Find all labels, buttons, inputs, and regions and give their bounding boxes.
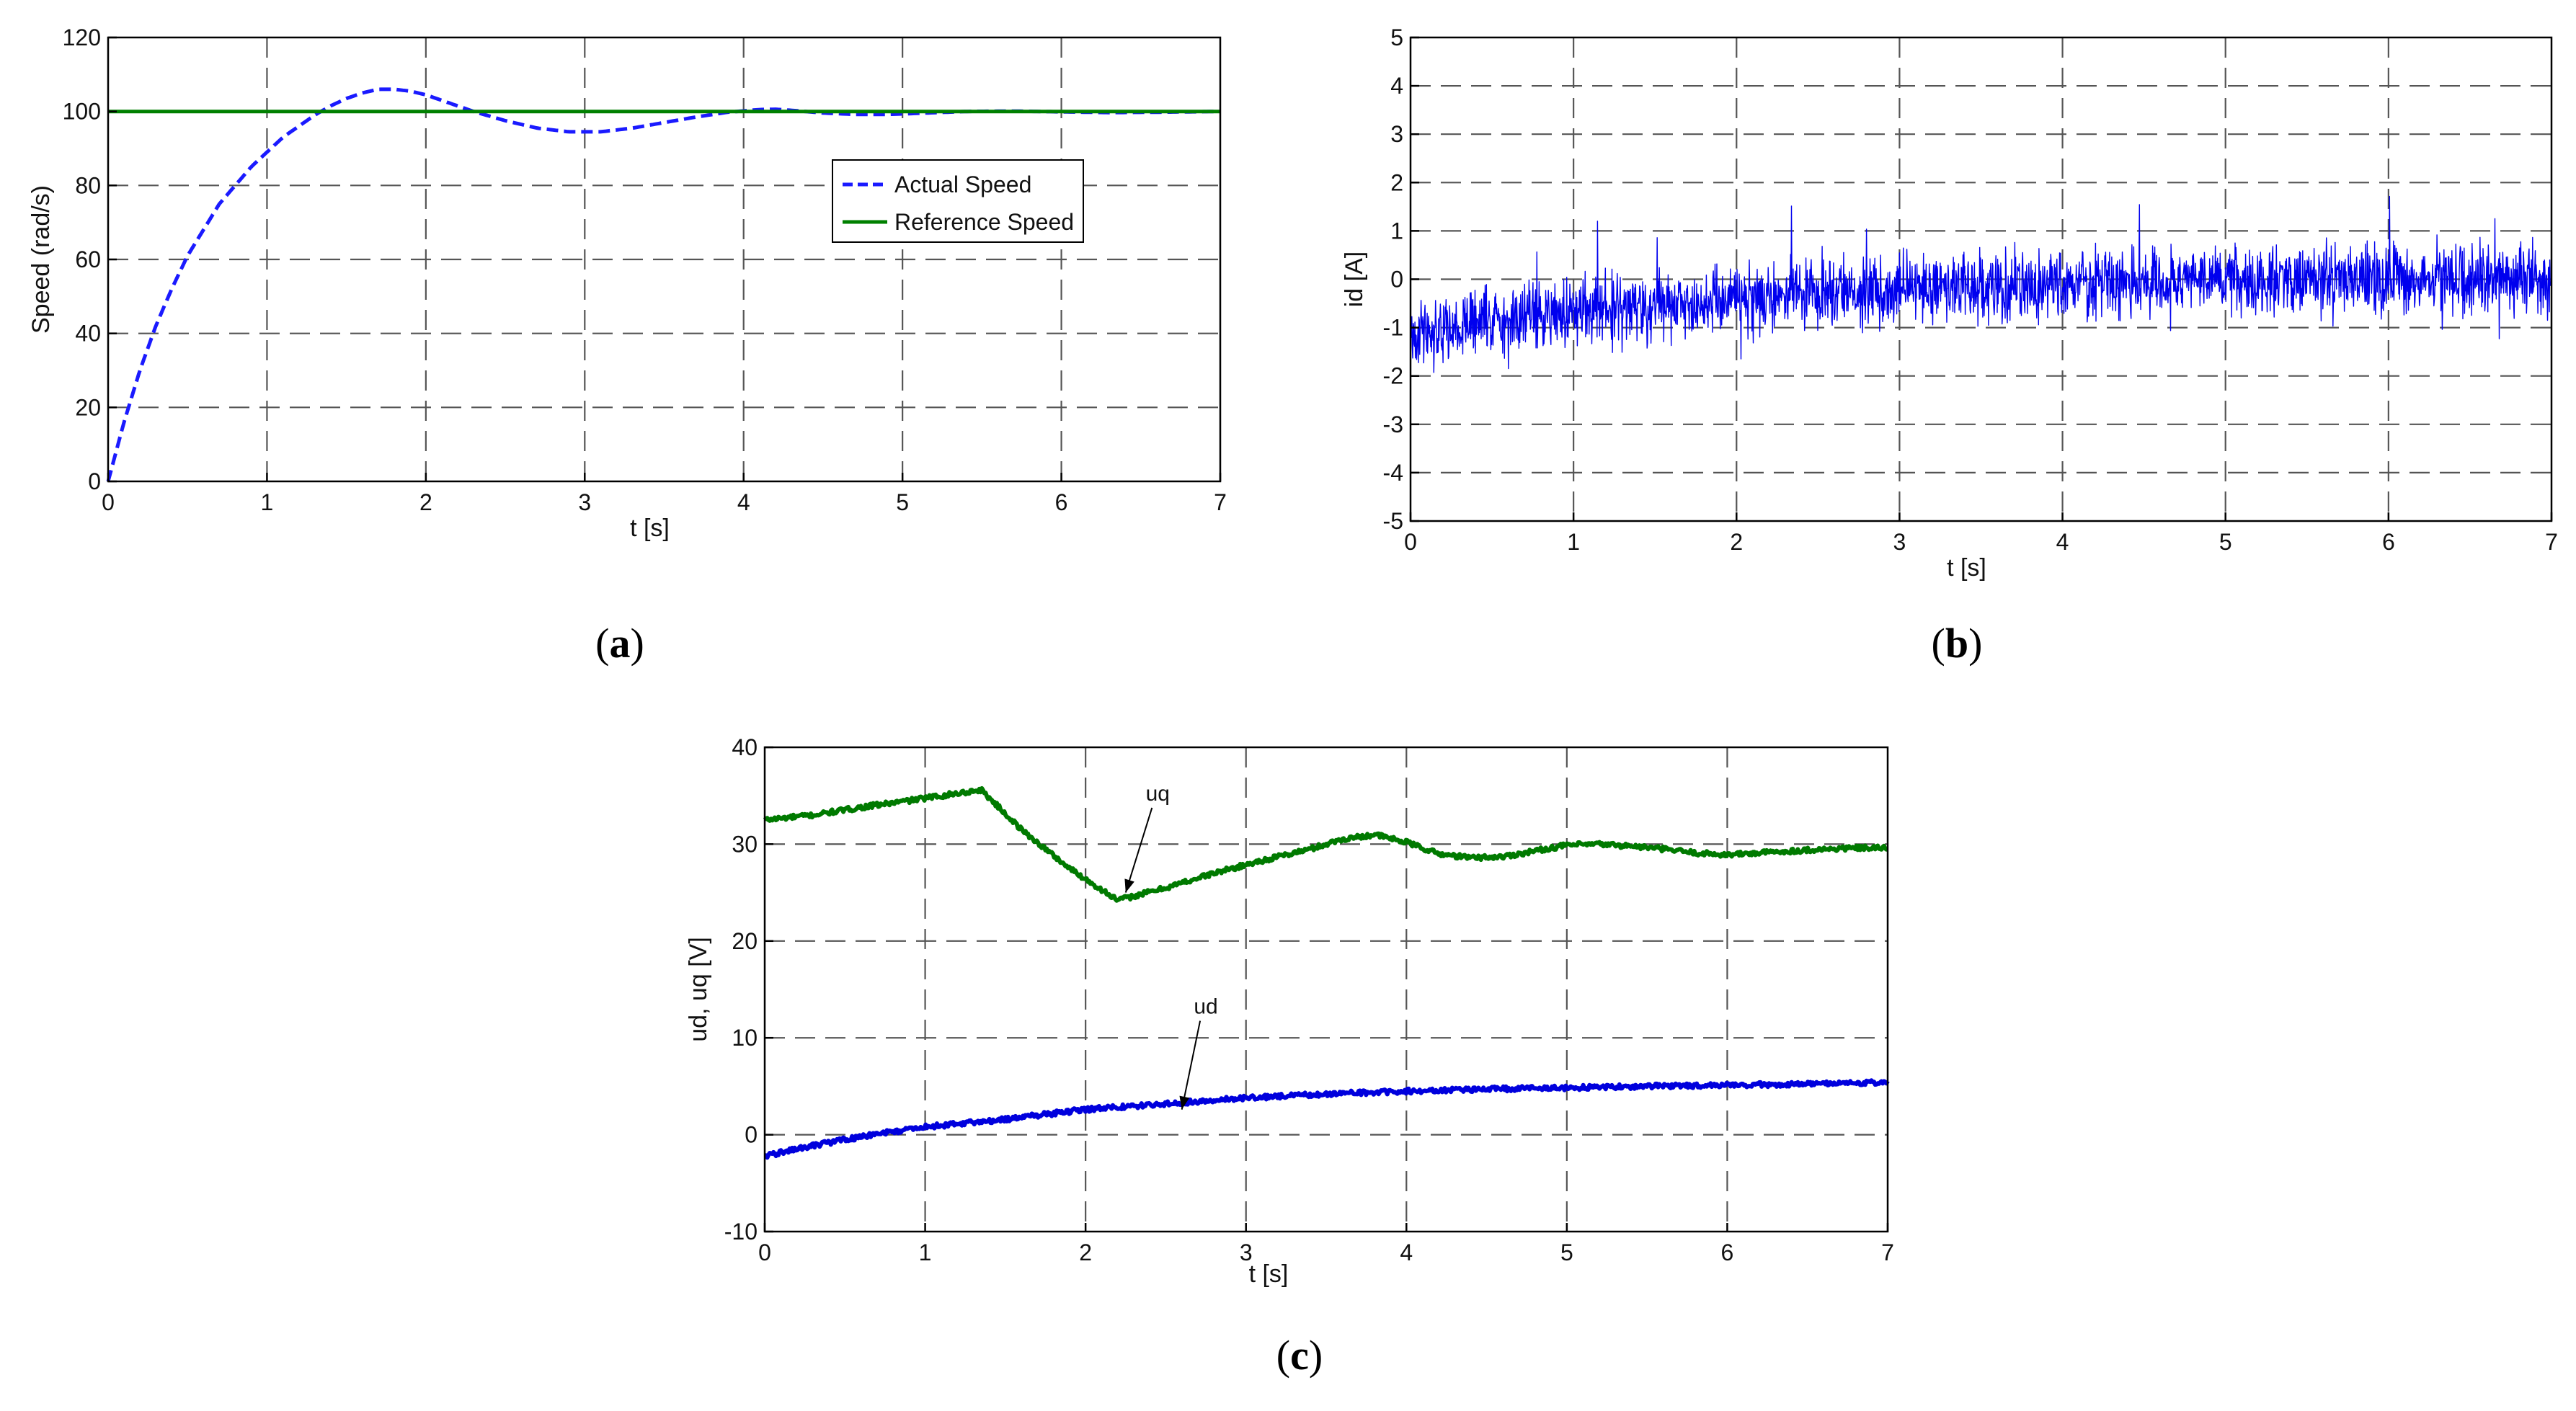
y-tick-label: 40: [75, 321, 101, 347]
x-tick-label: 4: [1400, 1239, 1413, 1265]
y-tick-label: -10: [724, 1219, 758, 1245]
x-tick-label: 2: [1079, 1239, 1092, 1265]
y-tick-label: 100: [63, 99, 101, 125]
x-axis-label: t [s]: [1249, 1260, 1289, 1288]
x-tick-label: 0: [758, 1239, 771, 1265]
y-axis-label: ud, uq [V]: [685, 937, 712, 1042]
annotation-arrow: [1124, 807, 1153, 893]
y-tick-label: 60: [75, 246, 101, 272]
x-tick-label: 6: [1055, 489, 1068, 515]
series-line-uq: [763, 785, 1889, 903]
x-tick-label: 1: [919, 1239, 932, 1265]
x-tick-label: 6: [2382, 529, 2395, 555]
y-tick-label: -1: [1383, 315, 1403, 341]
chart-panel-b: 0 1 2 3 4 5 6 7 -5 -4 -3 -2 -1 0 1 2 3 4 5 t [s] id [A] (b): [1341, 25, 2558, 667]
x-tick-label: 1: [261, 489, 274, 515]
series-line-id: [1410, 195, 2552, 373]
y-tick-label: 10: [732, 1025, 758, 1051]
y-tick-label: -4: [1383, 460, 1403, 486]
x-axis-label: t [s]: [1947, 554, 1986, 582]
panel-caption: (a): [595, 620, 644, 667]
x-tick-label: 7: [2545, 529, 2558, 555]
x-tick-label: 2: [1730, 529, 1743, 555]
annotation-arrowhead: [1179, 1095, 1190, 1110]
x-tick-label: 3: [578, 489, 591, 515]
y-tick-label: 2: [1390, 169, 1403, 195]
y-tick-label: 0: [745, 1122, 758, 1148]
x-tick-label: 5: [2219, 529, 2232, 555]
legend-entry-label: Actual Speed: [894, 172, 1031, 197]
series-line-ud: [763, 1078, 1890, 1160]
x-tick-label: 7: [1881, 1239, 1894, 1265]
y-tick-label: -3: [1383, 411, 1403, 437]
y-tick-label: 20: [75, 394, 101, 420]
y-tick-label: -5: [1383, 508, 1403, 534]
x-tick-label: 5: [1560, 1239, 1573, 1265]
y-tick-label: 5: [1390, 25, 1403, 50]
y-tick-label: 20: [732, 928, 758, 954]
x-tick-label: 3: [1893, 529, 1906, 555]
legend: Actual Speed Reference Speed: [832, 159, 1084, 243]
x-tick-label: 0: [102, 489, 115, 515]
annotation-label: uq: [1146, 782, 1170, 806]
x-tick-label: 4: [2056, 529, 2069, 555]
x-tick-label: 1: [1567, 529, 1580, 555]
annotation-arrowhead: [1124, 878, 1134, 893]
x-tick-label: 2: [419, 489, 432, 515]
y-tick-label: 0: [1390, 267, 1403, 293]
y-tick-label: 4: [1390, 73, 1403, 99]
annotation-label: ud: [1194, 995, 1217, 1019]
y-axis-label: Speed (rad/s): [27, 185, 55, 334]
y-tick-label: 30: [732, 831, 758, 857]
x-tick-label: 5: [896, 489, 909, 515]
legend-box: [832, 159, 1084, 243]
y-tick-label: 120: [63, 25, 101, 50]
chart-panel-a: 0 1 2 3 4 5 6 7 0 20 40 60 80 100 120 t [s] Speed (rad/s…: [27, 25, 1227, 667]
x-tick-label: 0: [1404, 529, 1417, 555]
y-tick-label: 1: [1390, 218, 1403, 244]
y-axis-label: id [A]: [1341, 252, 1368, 307]
y-tick-label: 0: [88, 468, 101, 494]
x-tick-label: 4: [737, 489, 750, 515]
annotation-arrow: [1181, 1020, 1202, 1110]
legend-entry-label: Reference Speed: [894, 209, 1074, 235]
plot-area-frame: [763, 746, 1889, 1233]
panel-caption: (b): [1932, 620, 1983, 667]
panel-caption: (c): [1276, 1332, 1323, 1379]
y-tick-label: 80: [75, 172, 101, 198]
x-axis-label: t [s]: [630, 515, 670, 542]
y-tick-label: 3: [1390, 121, 1403, 147]
y-tick-label: -2: [1383, 363, 1403, 389]
y-tick-label: 40: [732, 734, 758, 760]
x-tick-label: 6: [1721, 1239, 1734, 1265]
x-tick-label: 7: [1214, 489, 1227, 515]
x-tick-label: 3: [1240, 1239, 1253, 1265]
